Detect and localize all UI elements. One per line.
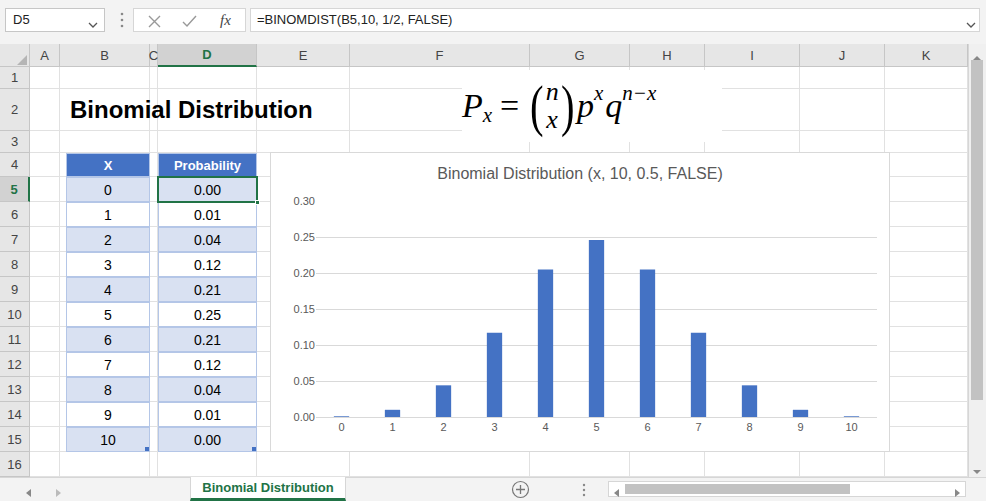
html-text:16: 16 xyxy=(7,456,22,472)
html-text:2: 2 xyxy=(104,231,112,248)
html-text:14: 14 xyxy=(7,406,22,422)
svg-text:6: 6 xyxy=(644,421,650,433)
html-text:0.00: 0.00 xyxy=(193,431,222,448)
html-text:3: 3 xyxy=(104,256,112,273)
html-text:X: X xyxy=(103,157,113,173)
html-text:J: J xyxy=(838,47,846,63)
html-text:0.12: 0.12 xyxy=(193,256,222,273)
html-text:D5: D5 xyxy=(13,12,30,27)
html-text:5: 5 xyxy=(104,306,112,323)
html-text:G: G xyxy=(574,47,585,63)
html-text:0.21: 0.21 xyxy=(193,331,222,348)
svg-text:0.30: 0.30 xyxy=(294,195,315,207)
html-text:8: 8 xyxy=(10,256,19,272)
html-text:1: 1 xyxy=(104,206,112,223)
html-text:B: B xyxy=(100,47,109,63)
svg-text:0.20: 0.20 xyxy=(294,267,315,279)
html-text:2: 2 xyxy=(10,102,19,117)
svg-text:1: 1 xyxy=(389,421,395,433)
svg-text:4: 4 xyxy=(542,421,548,433)
html-text:10: 10 xyxy=(100,431,116,448)
svg-text:0.10: 0.10 xyxy=(294,339,315,351)
svg-text:5: 5 xyxy=(593,421,599,433)
svg-text:0.05: 0.05 xyxy=(294,375,315,387)
html-text:3: 3 xyxy=(10,134,19,149)
html-text:I: I xyxy=(750,47,754,63)
html-text:0.21: 0.21 xyxy=(193,281,222,298)
html-text:4: 4 xyxy=(104,281,112,298)
svg-text:2: 2 xyxy=(440,421,446,433)
html-text:12: 12 xyxy=(7,356,22,372)
html-text:6: 6 xyxy=(10,206,19,222)
svg-text:0.00: 0.00 xyxy=(294,411,315,423)
html-text:=BINOMDIST(B5,10, 1/2, FALSE): =BINOMDIST(B5,10, 1/2, FALSE) xyxy=(257,12,453,27)
html-text:fx: fx xyxy=(220,12,231,28)
svg-text:10: 10 xyxy=(845,421,857,433)
svg-text:Binomial Distribution (x, 10,: Binomial Distribution (x, 10, 0.5, FALSE… xyxy=(437,165,722,182)
html-text:8: 8 xyxy=(104,381,112,398)
html-text:9: 9 xyxy=(104,406,112,423)
html-text:A: A xyxy=(40,47,49,63)
html-text:x: x xyxy=(546,105,558,134)
html-text:E: E xyxy=(298,47,308,63)
svg-text:7: 7 xyxy=(695,421,701,433)
html-text:0.01: 0.01 xyxy=(193,406,222,423)
html-text:0.12: 0.12 xyxy=(193,356,222,373)
html-text:D: D xyxy=(202,47,212,62)
html-text:9: 9 xyxy=(10,281,19,297)
html-text:7: 7 xyxy=(10,231,19,247)
html-text:4: 4 xyxy=(10,157,19,172)
html-text:6: 6 xyxy=(104,331,112,348)
html-text:1: 1 xyxy=(10,70,19,85)
html-text:11: 11 xyxy=(7,331,22,347)
html-text:0.01: 0.01 xyxy=(193,206,222,223)
html-text:H: H xyxy=(662,47,672,63)
svg-text:3: 3 xyxy=(491,421,497,433)
html-text:)pxqn−x: )pxqn−x xyxy=(560,73,657,138)
html-text:Binomial Distribution: Binomial Distribution xyxy=(70,96,313,123)
html-text:7: 7 xyxy=(104,356,112,373)
html-text:F: F xyxy=(435,47,444,63)
html-text:10: 10 xyxy=(7,306,22,322)
html-text:0.25: 0.25 xyxy=(193,306,222,323)
html-text:13: 13 xyxy=(7,381,22,397)
html-text:5: 5 xyxy=(10,181,18,197)
html-text:Px = (: Px = ( xyxy=(462,73,544,138)
html-text:0.04: 0.04 xyxy=(193,381,222,398)
html-text:0.00: 0.00 xyxy=(193,181,222,198)
html-text:C: C xyxy=(148,47,159,63)
html-text:0.04: 0.04 xyxy=(193,231,222,248)
svg-text:0.25: 0.25 xyxy=(294,231,315,243)
svg-text:9: 9 xyxy=(797,421,803,433)
html-text:15: 15 xyxy=(7,431,22,447)
html-text:Probability: Probability xyxy=(173,157,242,173)
html-text:K: K xyxy=(921,47,931,63)
svg-text:8: 8 xyxy=(746,421,752,433)
html-text:0: 0 xyxy=(104,181,112,198)
svg-text:0: 0 xyxy=(338,421,344,433)
html-text:n: n xyxy=(545,77,559,106)
svg-text:0.15: 0.15 xyxy=(294,303,315,315)
html-text:Binomial Distribution: Binomial Distribution xyxy=(202,480,334,495)
